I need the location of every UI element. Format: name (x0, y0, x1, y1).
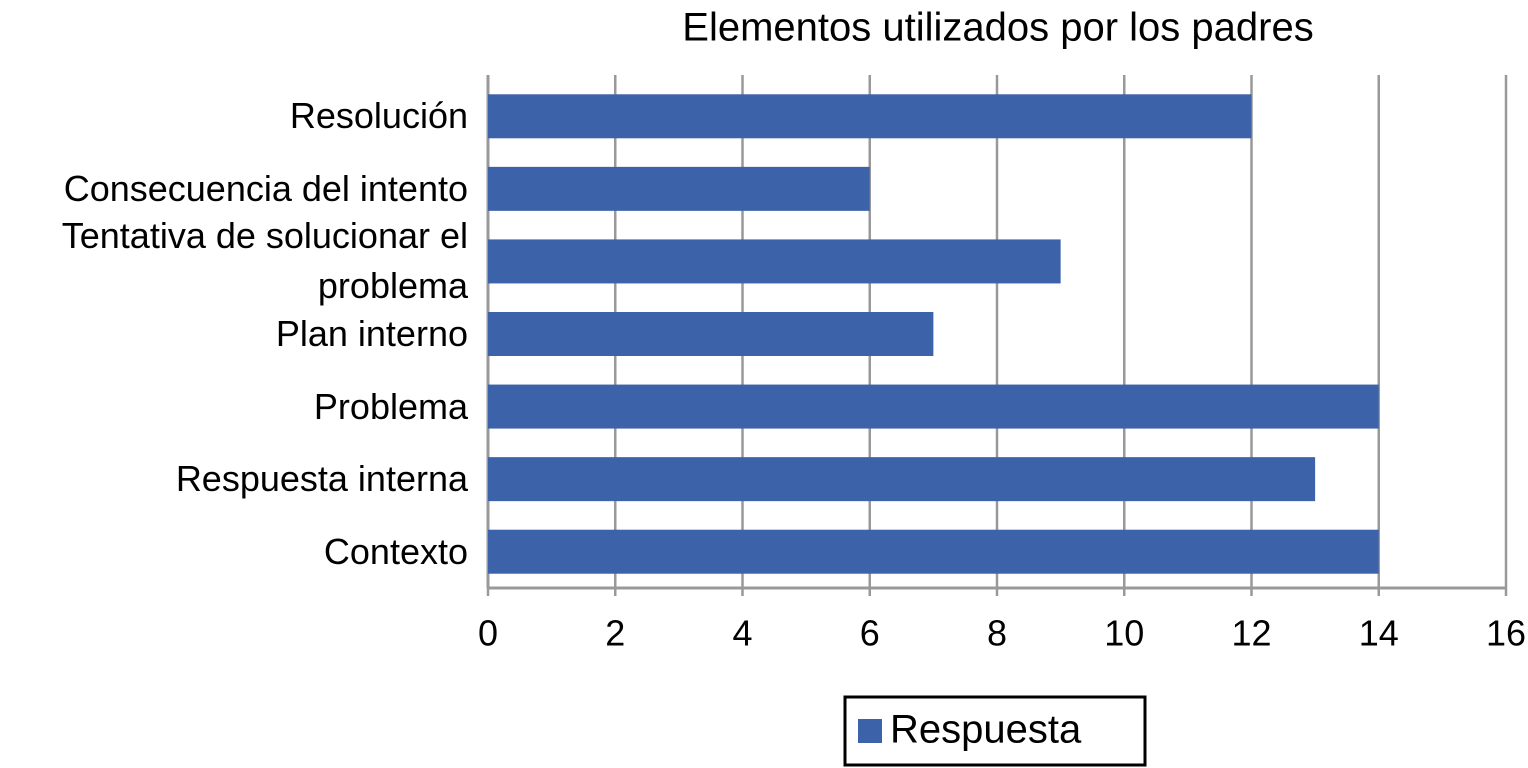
chart-title: Elementos utilizados por los padres (682, 6, 1313, 50)
bar (488, 384, 1379, 429)
x-tick-label: 10 (1104, 613, 1144, 654)
y-tick-label: Tentativa de solucionar el problema (61, 215, 468, 307)
y-tick-label: Plan interno (275, 313, 468, 354)
legend-label: Respuesta (890, 708, 1082, 752)
y-tick-label: Respuesta interna (175, 458, 468, 500)
y-tick-label: Resolución (289, 95, 468, 137)
bar (488, 166, 870, 211)
x-tick-label: 14 (1359, 613, 1399, 654)
y-tick-label: Problema (313, 385, 468, 427)
x-tick-label: 2 (605, 613, 625, 654)
x-tick-label: 8 (987, 613, 1007, 654)
x-tick-label: 6 (860, 613, 880, 654)
x-tick-label: 16 (1486, 613, 1526, 654)
legend-box (843, 695, 1147, 767)
y-tick-label: Contexto (323, 530, 468, 572)
x-tick-label: 12 (1231, 613, 1271, 654)
bar (488, 312, 934, 356)
bar (488, 239, 1061, 284)
bar (488, 457, 1316, 502)
x-tick-label: 0 (478, 613, 498, 654)
legend-swatch (858, 719, 882, 743)
x-tick-label: 4 (732, 613, 752, 654)
y-tick-label: Consecuencia del intento (63, 167, 468, 209)
bar (488, 529, 1379, 574)
bar (488, 94, 1252, 139)
